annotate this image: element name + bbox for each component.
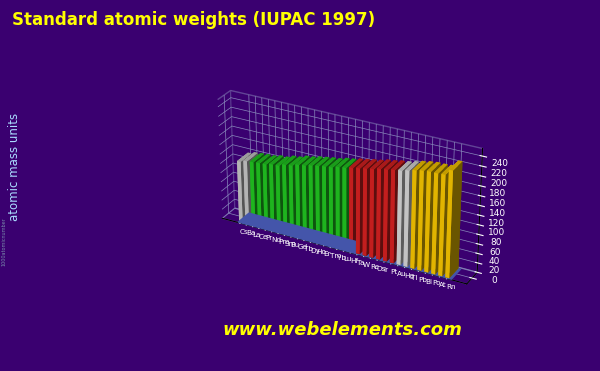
Text: www.webelements.com: www.webelements.com — [222, 321, 462, 339]
Text: atomic mass units: atomic mass units — [8, 113, 22, 221]
Text: 1000atomicnumber: 1000atomicnumber — [2, 217, 7, 266]
Text: Standard atomic weights (IUPAC 1997): Standard atomic weights (IUPAC 1997) — [12, 11, 375, 29]
